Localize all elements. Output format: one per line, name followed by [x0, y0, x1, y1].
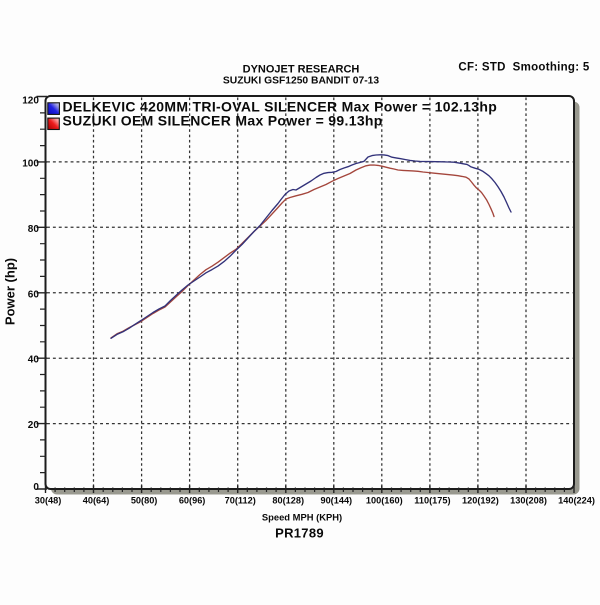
- svg-text:DELKEVIC 420MM TRI-OVAL SILENC: DELKEVIC 420MM TRI-OVAL SILENCER Max Pow…: [63, 98, 498, 114]
- svg-text:120(192): 120(192): [462, 496, 499, 506]
- svg-text:PR1789: PR1789: [275, 526, 324, 541]
- svg-text:Power (hp): Power (hp): [3, 258, 18, 325]
- svg-text:80: 80: [28, 224, 40, 235]
- svg-text:60: 60: [28, 289, 40, 300]
- svg-text:80(128): 80(128): [272, 496, 304, 506]
- svg-text:130(208): 130(208): [510, 496, 547, 506]
- svg-text:Speed MPH (KPH): Speed MPH (KPH): [262, 511, 342, 522]
- svg-text:60(96): 60(96): [179, 496, 206, 506]
- svg-text:DYNOJET RESEARCH: DYNOJET RESEARCH: [243, 64, 360, 76]
- svg-text:CF: STD Smoothing: 5: CF: STD Smoothing: 5: [458, 62, 589, 74]
- svg-text:90(144): 90(144): [320, 496, 352, 506]
- svg-text:SUZUKI GSF1250 BANDIT 07-13: SUZUKI GSF1250 BANDIT 07-13: [223, 75, 379, 86]
- svg-text:70(112): 70(112): [225, 496, 256, 506]
- svg-text:40(64): 40(64): [83, 496, 110, 506]
- svg-text:20: 20: [28, 420, 40, 431]
- svg-text:110(175): 110(175): [414, 496, 450, 506]
- svg-text:120: 120: [22, 95, 39, 106]
- svg-text:100: 100: [22, 158, 39, 169]
- svg-text:100(160): 100(160): [366, 496, 403, 506]
- svg-text:50(80): 50(80): [131, 496, 158, 506]
- svg-text:0: 0: [33, 482, 39, 493]
- svg-text:40: 40: [28, 355, 40, 366]
- svg-text:30(48): 30(48): [35, 496, 62, 506]
- svg-text:140(224): 140(224): [558, 496, 595, 506]
- svg-text:SUZUKI OEM SILENCER Max Power: SUZUKI OEM SILENCER Max Power = 99.13hp: [63, 113, 383, 129]
